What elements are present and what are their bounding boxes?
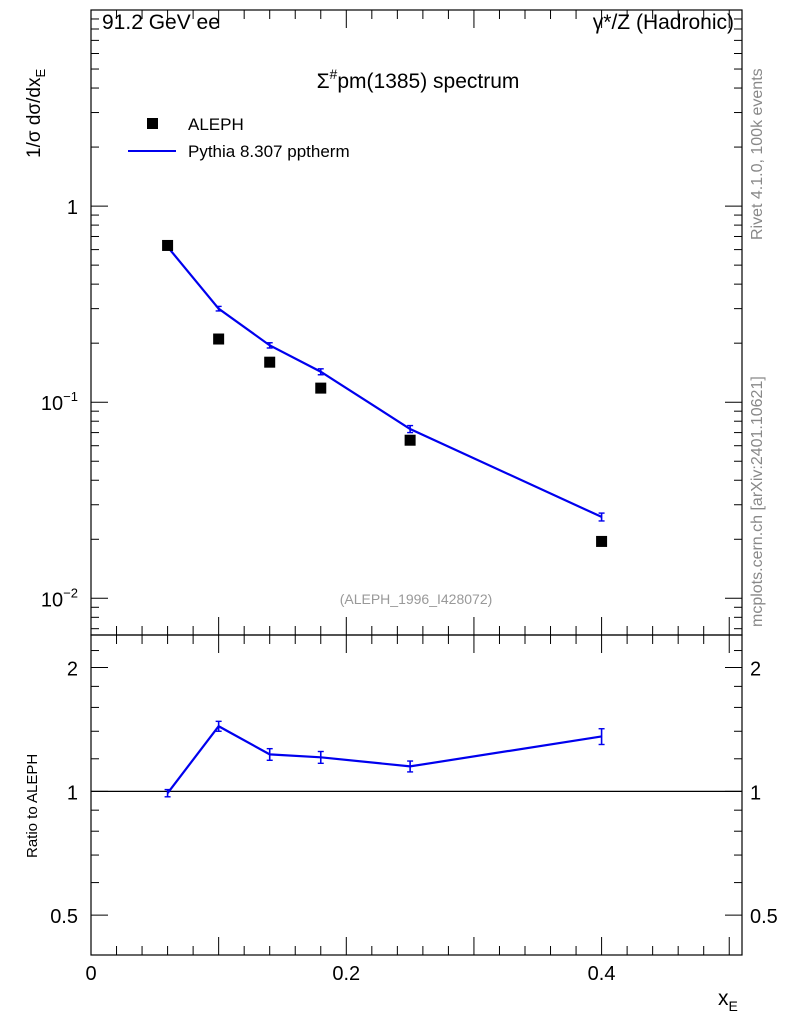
main-y-axis-label-text: 1/σ dσ/dx <box>24 77 45 158</box>
ratio-y-tick-label-left: 2 <box>67 659 78 681</box>
x-tick-labels: 0 0.2 0.4 <box>85 963 615 985</box>
main-title-superscript: # <box>330 66 338 82</box>
ratio-series-layer <box>164 720 605 798</box>
main-y-tick-label-base: 10 <box>41 589 63 611</box>
x-tick-label: 0.2 <box>332 963 360 985</box>
main-plot-frame <box>90 9 743 636</box>
analysis-watermark: (ALEPH_1996_I428072) <box>340 591 493 607</box>
main-y-axis-label: 1/σ dσ/dxE <box>24 69 48 159</box>
main-series-layer <box>162 239 608 547</box>
main-title: Σ#pm(1385) spectrum <box>317 66 520 93</box>
main-panel: Σ#pm(1385) spectrum 1/σ dσ/dxE (ALEPH_19… <box>24 9 743 636</box>
aleph-data-point <box>315 382 327 394</box>
pythia-line <box>166 246 603 518</box>
legend-label-pythia: Pythia 8.307 pptherm <box>188 142 350 161</box>
main-axis-ticks <box>90 9 742 635</box>
main-y-tick-label: 10−2 <box>41 585 78 611</box>
aleph-data-point <box>162 239 174 251</box>
aleph-data-point <box>404 434 416 446</box>
header-right-label: γ*/Z (Hadronic) <box>593 11 734 34</box>
ratio-y-tick-labels: 2 2 1 1 0.5 0.5 <box>50 659 778 929</box>
aleph-data-point <box>596 535 608 547</box>
ratio-y-tick-label-right: 0.5 <box>750 906 778 928</box>
main-y-tick-label-base: 10 <box>41 393 63 415</box>
legend-marker-aleph <box>147 118 158 129</box>
legend: ALEPH Pythia 8.307 pptherm <box>128 115 350 161</box>
ratio-y-tick-label-left: 0.5 <box>50 906 78 928</box>
rivet-version-label: Rivet 4.1.0, 100k events <box>749 68 766 240</box>
main-y-tick-label-base: 1 <box>67 197 78 219</box>
x-axis-label-subscript: E <box>729 998 738 1014</box>
ratio-y-axis-label: Ratio to ALEPH <box>24 754 41 858</box>
main-y-tick-label: 10−1 <box>41 389 78 415</box>
x-tick-label: 0 <box>85 963 96 985</box>
main-y-axis-label-subscript: E <box>33 69 48 78</box>
main-title-symbol: Σ <box>317 70 330 93</box>
ratio-axis-ticks <box>90 635 742 956</box>
main-y-tick-label-exponent: −1 <box>63 389 78 404</box>
main-title-text: pm(1385) spectrum <box>337 70 519 93</box>
aleph-data-point <box>213 333 225 345</box>
main-y-tick-labels: 110−110−2 <box>41 197 78 611</box>
aleph-data-point <box>264 356 276 368</box>
ratio-panel: Ratio to ALEPH 2 2 1 1 0.5 0.5 0 0.2 0.4 xE <box>24 634 778 1014</box>
main-y-tick-label-exponent: −2 <box>63 585 78 600</box>
x-axis-label-text: x <box>718 987 729 1010</box>
ratio-y-tick-label-right: 2 <box>750 659 761 681</box>
ratio-y-tick-label-right: 1 <box>750 782 761 804</box>
ratio-y-tick-label-left: 1 <box>67 782 78 804</box>
main-y-tick-label: 1 <box>67 197 78 219</box>
ratio-line <box>166 724 602 794</box>
mcplots-citation-label: mcplots.cern.ch [arXiv:2401.10621] <box>749 376 766 627</box>
header-left-label: 91.2 GeV ee <box>102 11 220 34</box>
legend-label-aleph: ALEPH <box>188 115 244 134</box>
x-axis-label: xE <box>718 987 738 1014</box>
ratio-plot-frame <box>90 634 743 956</box>
x-tick-label: 0.4 <box>588 963 616 985</box>
